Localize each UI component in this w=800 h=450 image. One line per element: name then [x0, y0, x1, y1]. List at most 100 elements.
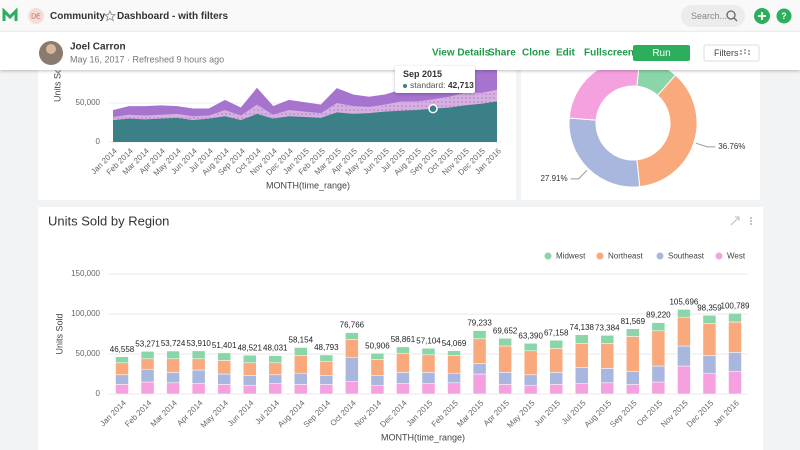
area — [113, 89, 497, 121]
bar-segment — [191, 350, 206, 360]
bar-segment — [472, 373, 487, 395]
bar-segment — [370, 384, 385, 395]
donut-chart: 36.76% 27.91% — [540, 70, 745, 188]
donut-slice — [636, 74, 698, 188]
run-button[interactable] — [633, 45, 690, 61]
total-label: 69,652 — [493, 326, 518, 335]
bar-segment — [523, 350, 538, 376]
total-label: 50,906 — [365, 341, 390, 350]
total-label: 48,031 — [263, 344, 288, 353]
tooltip-text: standard: 42,713 — [410, 80, 474, 90]
legend-swatch — [544, 252, 552, 260]
bar-segment — [498, 345, 512, 373]
y-tick-label: 150,000 — [71, 269, 100, 278]
total-label: 58,861 — [391, 335, 416, 344]
bar-segment — [370, 359, 385, 376]
bar-segment — [600, 343, 615, 369]
action[interactable]: Fullscreen — [584, 48, 634, 59]
bar-segment — [447, 350, 461, 356]
bar-segment — [421, 354, 436, 373]
search-box[interactable] — [681, 5, 745, 27]
area — [113, 101, 497, 142]
bar-segment — [370, 353, 385, 360]
y-axis-label: Units Sold — [52, 61, 62, 102]
bar-segment — [140, 358, 155, 370]
bar-segment — [523, 343, 538, 352]
bar-segment — [575, 334, 589, 344]
action[interactable]: View Details — [432, 48, 491, 59]
total-label: 67,158 — [544, 328, 569, 337]
bar-segment — [268, 374, 282, 384]
bar-segment — [191, 369, 206, 384]
bar-segment — [575, 367, 589, 384]
tooltip: Sep 2015 standard: 42,713 — [395, 66, 475, 93]
bar-segment — [166, 350, 180, 360]
total-label: 46,558 — [110, 345, 135, 354]
legend-label[interactable]: Southeast — [668, 252, 705, 261]
bar-segment — [242, 354, 257, 364]
action[interactable]: Share — [488, 48, 516, 59]
search-placeholder: Search... — [691, 11, 727, 21]
slice-label: 36.76% — [718, 142, 745, 151]
bar-segment — [600, 382, 615, 395]
search-icon — [733, 17, 738, 22]
bar-segment — [345, 332, 359, 340]
bar-segment — [319, 360, 334, 376]
bar-segment — [396, 372, 410, 384]
y-tick-label: 0 — [96, 389, 101, 398]
bar-segment — [447, 355, 461, 374]
bar-segment — [217, 373, 231, 385]
action[interactable]: Edit — [556, 48, 576, 59]
bar-segment — [702, 372, 717, 395]
bar-segment — [115, 374, 129, 385]
bar-segment — [498, 338, 512, 347]
bar-segment — [472, 363, 487, 375]
legend-label[interactable]: West — [727, 252, 746, 261]
bar-segment — [319, 375, 334, 385]
help-button[interactable] — [776, 8, 792, 24]
bar-segment — [268, 355, 282, 364]
bar-segment — [217, 384, 231, 395]
bar-segment — [319, 354, 334, 362]
meta: May 16, 2017 · Refreshed 9 hours ago — [70, 54, 224, 64]
legend-label[interactable]: Northeast — [608, 252, 643, 261]
slice-label: 27.91% — [540, 174, 567, 183]
total-label: 48,793 — [314, 343, 339, 352]
bar-segment — [345, 339, 359, 358]
card-menu[interactable] — [750, 217, 752, 225]
bar-segment — [319, 384, 334, 395]
tooltip-series: standard — [410, 80, 443, 90]
action[interactable]: Clone — [522, 48, 550, 59]
bar-segment — [294, 384, 308, 395]
bar-segment — [626, 328, 640, 337]
bar-segment — [421, 348, 436, 356]
y-axis-label: Units Sold — [54, 313, 64, 354]
total-label: 58,154 — [289, 336, 314, 345]
workspace-badge[interactable] — [28, 8, 44, 24]
legend-label[interactable]: Midwest — [556, 252, 586, 261]
bar-segment — [677, 316, 691, 347]
legend-swatch — [715, 252, 723, 260]
logo[interactable] — [2, 7, 18, 21]
total-label: 81,569 — [621, 317, 646, 326]
bar-segment — [242, 362, 257, 376]
leader-line — [695, 142, 716, 148]
total-label: 53,271 — [135, 339, 160, 348]
bar-segment — [575, 343, 589, 368]
bar-segment — [728, 313, 742, 323]
expand-icon[interactable] — [730, 216, 740, 226]
total-label: 53,910 — [186, 339, 211, 348]
donut-slice — [568, 70, 640, 121]
bar-segment — [677, 365, 691, 395]
bar-segment — [370, 375, 385, 386]
tooltip-swatch — [403, 84, 407, 88]
workspace-name[interactable]: Community — [50, 11, 105, 22]
bar-segment — [626, 336, 640, 372]
y-tick-label: 50,000 — [76, 349, 101, 358]
total-label: 74,138 — [570, 323, 595, 332]
star-icon[interactable] — [103, 9, 117, 22]
bar-segment — [728, 321, 742, 353]
bar-segment — [294, 355, 308, 374]
